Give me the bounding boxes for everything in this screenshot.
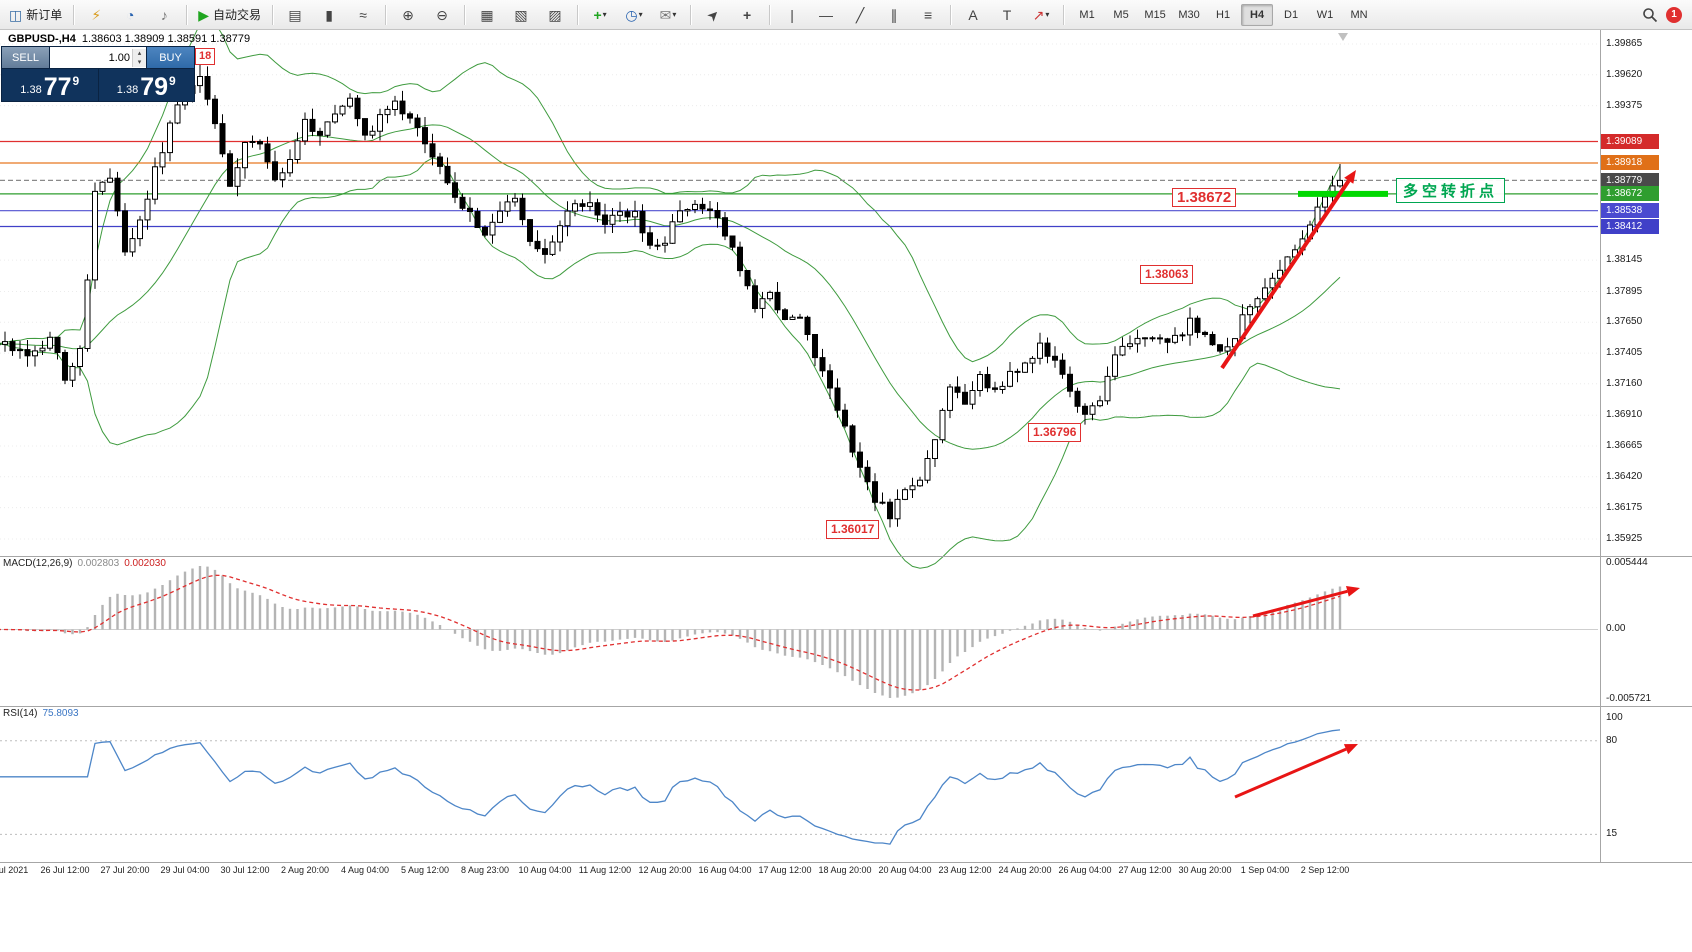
search-icon[interactable] (1642, 7, 1658, 23)
notification-badge[interactable]: 1 (1666, 6, 1682, 23)
new-chart-button[interactable]: + ▾ (584, 3, 616, 27)
sell-price-prefix: 1.38 (20, 83, 42, 96)
text-tool-icon[interactable]: A (968, 6, 978, 23)
label-tool-icon[interactable]: T (1002, 6, 1012, 23)
new-order-icon: ◫ (9, 6, 23, 23)
zoom-in-icon[interactable]: ⊕ (402, 6, 414, 23)
arrow-tool-icon: ↗ (1032, 6, 1045, 23)
cascade-windows-icon[interactable]: ▧ (514, 6, 528, 23)
volume-down-icon[interactable]: ▾ (133, 57, 146, 67)
candles-layer (0, 54, 1343, 528)
buy-button[interactable]: BUY (147, 47, 194, 68)
buy-price-big: 79 (140, 72, 169, 101)
horizontal-line-tool-icon[interactable]: — (819, 6, 834, 23)
new-order-label: 新订单 (26, 8, 63, 22)
crosshair-icon[interactable]: + (742, 6, 752, 23)
autotrade-play-icon: ▶ (198, 6, 210, 23)
channel-tool-icon[interactable]: ∥ (890, 6, 898, 23)
buy-price-prefix: 1.38 (116, 83, 139, 96)
volume-input[interactable] (50, 50, 132, 65)
chevron-down-icon: ▾ (672, 10, 677, 19)
trend-arrow-head (1346, 586, 1360, 597)
main-toolbar: ◫ 新订单 ⚡ ◔ ♪ ▶ 自动交易 ▤ ▮ ≈ ⊕ ⊖ ▦ ▧ ▨ + ▾ ◷… (0, 0, 1692, 30)
chevron-down-icon: ▾ (602, 10, 607, 19)
rsi-line (0, 729, 1341, 845)
autotrading-label: 自动交易 (213, 8, 262, 22)
new-chart-icon: + (593, 6, 602, 23)
bollinger-band-line (0, 16, 1341, 363)
bollinger-band-line (0, 124, 1341, 450)
market-watch-icon[interactable]: ⚡ (91, 6, 102, 23)
tile-windows-icon[interactable]: ▦ (480, 6, 494, 23)
volume-up-icon[interactable]: ▴ (133, 48, 146, 58)
candlestick-chart-icon[interactable]: ▮ (325, 6, 333, 23)
macd-histogram (3, 566, 1342, 698)
trend-arrow-head (1344, 170, 1356, 184)
timeframe-h4[interactable]: H4 (1241, 3, 1274, 26)
periods-clock-icon: ◷ (625, 6, 638, 23)
data-window-icon[interactable]: ◔ (126, 6, 135, 23)
timeframe-d1[interactable]: D1 (1284, 8, 1299, 21)
shapes-button[interactable]: ↗ ▾ (1025, 3, 1057, 27)
mail-icon: ✉ (659, 6, 672, 23)
periods-button[interactable]: ◷ ▾ (618, 3, 650, 27)
trend-arrow (1220, 179, 1351, 370)
timeframe-m30[interactable]: M30 (1178, 8, 1200, 21)
chevron-down-icon: ▾ (638, 10, 643, 19)
timeframe-m5[interactable]: M5 (1113, 8, 1129, 21)
timeframe-m15[interactable]: M15 (1144, 8, 1166, 21)
zoom-out-icon[interactable]: ⊖ (436, 6, 448, 23)
sell-price[interactable]: 1.38 77 9 (2, 69, 99, 101)
chevron-down-icon: ▾ (1045, 10, 1050, 19)
sell-price-pip: 9 (72, 74, 80, 88)
sell-price-big: 77 (43, 72, 72, 101)
trend-arrow-head (1343, 744, 1358, 755)
cursor-icon[interactable]: ➤ (703, 4, 723, 25)
support-highlight-segment (1298, 190, 1388, 197)
timeframe-mn[interactable]: MN (1350, 8, 1368, 21)
line-chart-icon[interactable]: ≈ (359, 6, 367, 23)
chart-shift-marker-icon (1338, 33, 1348, 41)
timeframe-h1[interactable]: H1 (1216, 8, 1231, 21)
timeframe-w1[interactable]: W1 (1316, 8, 1334, 21)
bar-chart-icon[interactable]: ▤ (288, 6, 302, 23)
buy-price[interactable]: 1.38 79 9 (99, 69, 195, 101)
volume-field: ▴ ▾ (49, 47, 147, 68)
arrange-windows-icon[interactable]: ▨ (548, 6, 562, 23)
trend-arrow (1234, 747, 1347, 799)
timeframe-m1[interactable]: M1 (1079, 8, 1095, 21)
bollinger-band-line (0, 157, 1341, 569)
autotrading-button[interactable]: ▶ 自动交易 (193, 3, 266, 27)
new-order-button[interactable]: ◫ 新订单 (4, 3, 67, 27)
fibonacci-tool-icon[interactable]: ≡ (923, 6, 933, 23)
trend-arrow (1252, 589, 1348, 618)
mail-button[interactable]: ✉ ▾ (652, 3, 684, 27)
one-click-trade-panel: SELL ▴ ▾ BUY 1.38 77 9 1.38 79 9 (1, 46, 195, 102)
buy-price-pip: 9 (169, 74, 176, 88)
timeframe-bar: M1 M5 M15 M30 H1 H4 D1 W1 MN (1070, 3, 1376, 26)
vertical-line-tool-icon[interactable]: | (790, 6, 794, 23)
trendline-tool-icon[interactable]: ╱ (855, 6, 865, 23)
alerts-icon[interactable]: ♪ (160, 6, 168, 23)
sell-button[interactable]: SELL (2, 47, 49, 68)
